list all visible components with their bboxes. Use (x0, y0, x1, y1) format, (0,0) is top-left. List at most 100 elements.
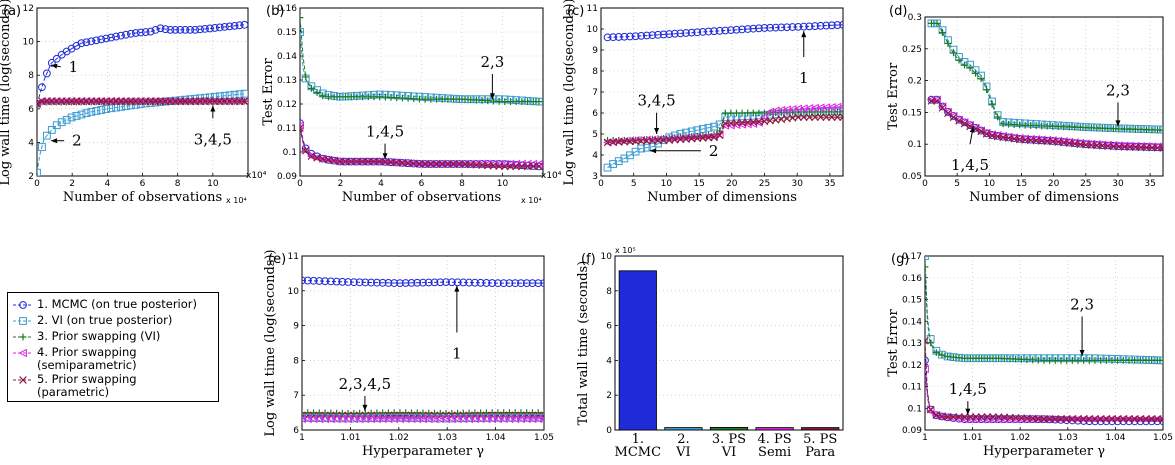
data-point (181, 25, 190, 34)
data-point (710, 122, 718, 131)
y-tick-label: 0.12 (277, 100, 297, 110)
data-point (1125, 415, 1133, 423)
x-axis-label: Hyperparameter γ (983, 444, 1105, 459)
data-point (972, 413, 980, 421)
data-point (447, 278, 456, 287)
y-axis-label: Log wall time (log(seconds)) (263, 249, 278, 436)
y-tick-label: 9 (592, 46, 598, 56)
data-point (364, 157, 373, 166)
data-point (57, 97, 66, 106)
data-point (811, 22, 819, 30)
x-axis-label: Number of observations (342, 190, 501, 205)
data-point (637, 137, 646, 145)
series-group (302, 276, 544, 424)
data-point (1022, 414, 1031, 424)
y-tick-label: 0.05 (902, 172, 922, 182)
annotation-arrowhead (965, 408, 971, 415)
data-point (161, 25, 170, 34)
annotation-label: 2 (72, 132, 82, 150)
x-tick-label: 5 (631, 179, 637, 189)
y-tick-label: 10 (23, 38, 35, 48)
data-point (416, 95, 423, 103)
y-tick-label: 2 (606, 391, 612, 401)
data-point (682, 29, 690, 37)
data-point (626, 137, 634, 146)
data-point (364, 93, 372, 101)
data-point (925, 263, 929, 271)
data-point (822, 21, 831, 30)
data-point (925, 364, 929, 374)
data-point (637, 31, 646, 40)
data-point (794, 113, 802, 122)
data-point (766, 23, 775, 32)
data-point (816, 113, 825, 122)
data-point (42, 131, 51, 140)
data-point (307, 84, 315, 92)
legend-marker (19, 333, 27, 341)
data-point (1017, 414, 1026, 422)
annotation-label: 1 (69, 58, 79, 76)
y-tick-label: 0.12 (902, 361, 922, 371)
data-point (433, 95, 440, 103)
data-point (112, 32, 120, 41)
data-point (313, 153, 321, 162)
data-point (1090, 414, 1099, 424)
data-point (136, 28, 145, 37)
data-point (488, 279, 497, 287)
legend-marker-triangle-icon (13, 348, 33, 358)
data-point (1119, 357, 1127, 364)
data-point (449, 160, 458, 168)
data-point (67, 113, 76, 122)
data-point (1091, 415, 1099, 423)
legend-marker-x-icon (13, 376, 33, 384)
data-point (648, 136, 657, 145)
x-tick-label: 10 (207, 179, 219, 189)
data-point (950, 49, 957, 57)
x-tick-label: 1.03 (437, 433, 457, 443)
data-point (637, 144, 646, 153)
data-point (387, 93, 395, 101)
x-multiplier: x10⁴ (246, 171, 267, 181)
y-multiplier: x 10⁵ (615, 246, 636, 255)
data-point (1045, 415, 1054, 423)
data-point (344, 278, 352, 286)
chart-panel: 0 2 4 6 8 10 0.09 0.1 0.11 0.12 0.13 0.14 0.15 0.16(b… (261, 4, 562, 205)
data-point (225, 97, 234, 106)
y-tick-label: 0.25 (902, 45, 922, 55)
data-point (704, 27, 713, 36)
x-tick-label: 1.02 (389, 433, 409, 443)
annotation-label: 1 (799, 69, 809, 87)
data-point (500, 162, 509, 171)
annotation-arrowhead (382, 153, 388, 160)
data-point (938, 351, 946, 359)
data-point (1130, 415, 1139, 423)
data-point (47, 58, 56, 67)
y-tick-label: 8 (293, 356, 299, 366)
data-point (732, 25, 741, 34)
data-point (654, 30, 662, 39)
x-category-label: 5. PS (803, 432, 837, 447)
data-point (349, 278, 358, 287)
panel-label: (c) (567, 4, 584, 19)
data-point (949, 353, 957, 361)
data-point (534, 279, 543, 288)
x-tick-label: 10 (984, 179, 996, 189)
legend-marker (18, 348, 27, 358)
data-point (676, 29, 685, 38)
data-point (1136, 415, 1145, 423)
data-point (421, 95, 429, 103)
data-point (704, 123, 713, 132)
data-point (444, 95, 452, 103)
data-point (1079, 415, 1088, 423)
data-point (1153, 415, 1162, 423)
y-tick-label: 5 (592, 130, 598, 140)
x-tick-label: 4 (104, 179, 110, 189)
data-point (77, 110, 86, 119)
y-tick-label: 0.16 (902, 274, 922, 284)
bar (618, 270, 657, 431)
y-tick-label: 0.14 (902, 317, 922, 327)
data-point (87, 37, 96, 46)
data-point (107, 33, 116, 42)
legend-marker-plus-icon (13, 333, 33, 341)
